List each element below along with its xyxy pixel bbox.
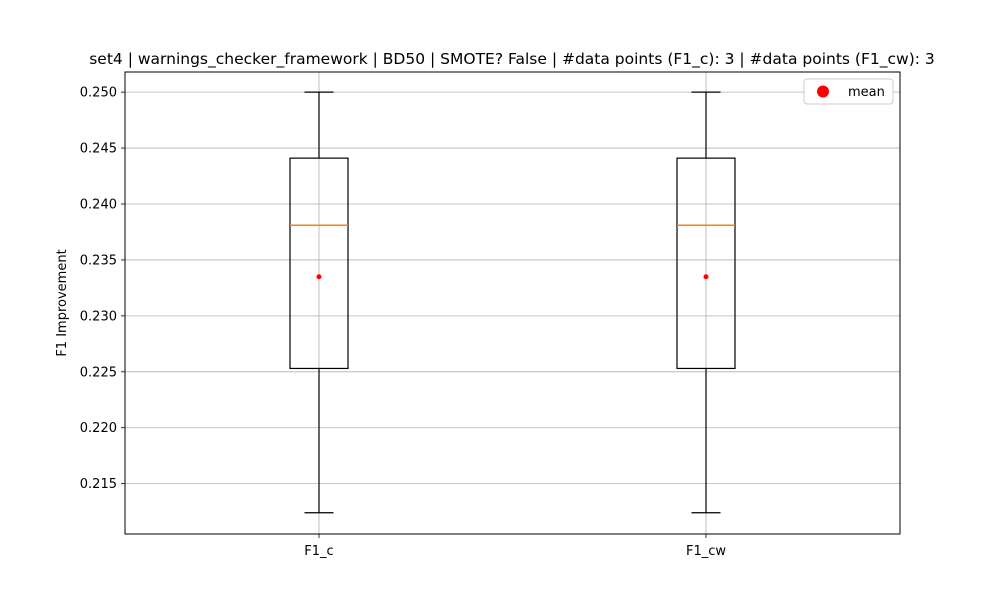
mean-marker [316,274,322,280]
box-F1_c [289,91,349,514]
mean-marker [703,274,709,280]
y-tick-label: 0.225 [80,365,117,380]
plot-frame [124,71,901,535]
y-tick-label: 0.240 [80,198,117,213]
iqr-box [676,157,736,370]
box-F1_cw [676,91,736,514]
legend-mean-marker [817,85,829,98]
y-axis-label: F1 Improvement [55,249,70,356]
boxes-layer [289,91,736,514]
legend-frame [803,78,894,105]
y-tick-label: 0.220 [80,421,117,436]
iqr-box [289,157,349,370]
legend: mean [803,78,894,105]
y-tick-label: 0.215 [80,477,117,492]
y-tick-label: 0.230 [80,309,117,324]
x-tick-label: F1_c [304,544,333,559]
y-tick-label: 0.235 [80,253,117,268]
x-tick-label: F1_cw [686,544,726,559]
grid-layer [125,72,900,534]
y-tick-label: 0.245 [80,142,117,157]
chart-title: set4 | warnings_checker_framework | BD50… [89,50,935,69]
axis-layer: 0.215 0.220 0.225 0.230 0.235 0.240 0.245 0.250… [80,86,727,559]
legend-mean-label: mean [848,85,885,100]
y-tick-label: 0.250 [80,86,117,101]
